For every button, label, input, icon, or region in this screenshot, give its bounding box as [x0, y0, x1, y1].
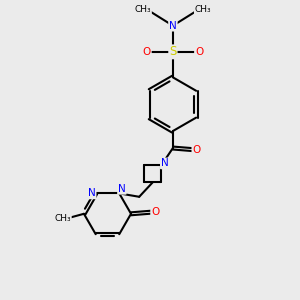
Text: O: O	[192, 145, 201, 155]
Text: CH₃: CH₃	[195, 5, 211, 14]
Text: N: N	[118, 184, 126, 194]
Text: O: O	[151, 207, 159, 217]
Text: N: N	[161, 158, 169, 168]
Text: O: O	[195, 47, 203, 57]
Text: O: O	[142, 47, 151, 57]
Text: N: N	[169, 21, 177, 31]
Text: N: N	[88, 188, 96, 198]
Text: CH₃: CH₃	[54, 214, 71, 223]
Text: CH₃: CH₃	[134, 5, 151, 14]
Text: S: S	[169, 45, 177, 58]
